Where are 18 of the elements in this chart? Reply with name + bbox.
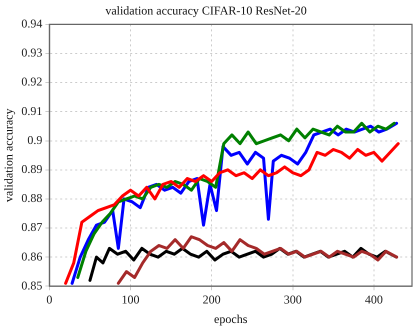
y-axis-title: validation accuracy: [1, 108, 16, 202]
x-axis-title: epochs: [214, 312, 248, 326]
y-tick-label: 0.86: [21, 249, 42, 264]
x-tick-label: 200: [202, 292, 221, 307]
x-tick-label: 0: [46, 292, 52, 307]
y-tick-label: 0.91: [21, 104, 42, 118]
y-tick-label: 0.93: [21, 46, 42, 60]
chart-title: validation accuracy CIFAR-10 ResNet-20: [105, 3, 307, 18]
y-tick-label: 0.92: [21, 74, 42, 89]
y-tick-label: 0.87: [21, 220, 42, 234]
x-tick-label: 100: [122, 292, 140, 307]
y-tick-label: 0.9: [27, 132, 42, 147]
y-tick-label: 0.89: [21, 162, 42, 176]
x-tick-label: 300: [284, 292, 302, 307]
y-tick-label: 0.85: [21, 278, 42, 292]
y-tick-label: 0.88: [21, 191, 42, 206]
y-tick-label: 0.94: [21, 16, 42, 31]
x-tick-label: 400: [364, 292, 383, 307]
